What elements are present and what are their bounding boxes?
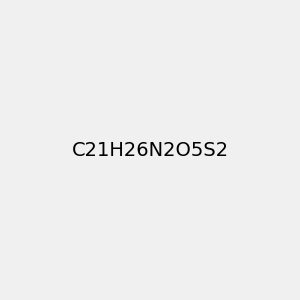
- Text: C21H26N2O5S2: C21H26N2O5S2: [71, 140, 229, 160]
